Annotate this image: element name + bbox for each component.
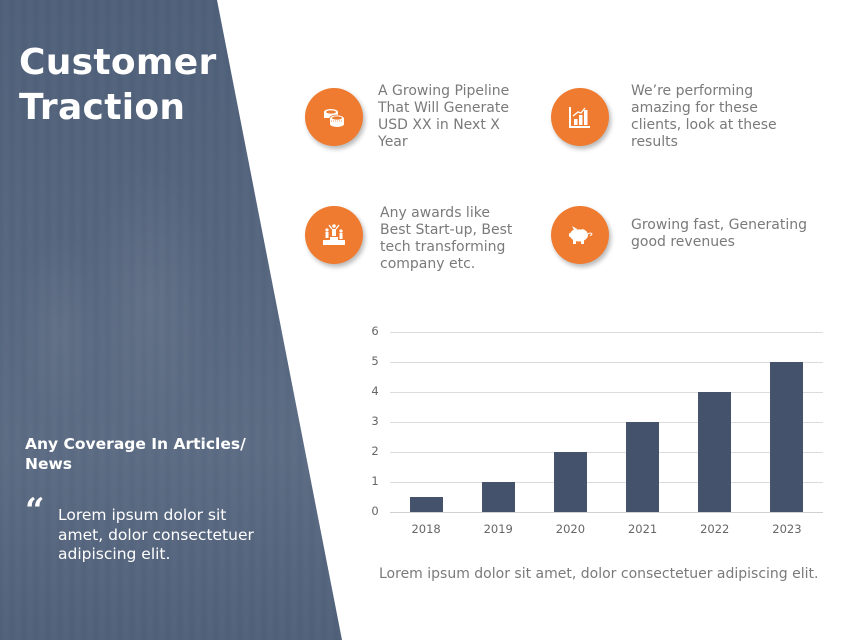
page-title: Customer Traction: [19, 42, 217, 128]
coverage-heading: Any Coverage In Articles/ News: [25, 435, 246, 473]
coins-icon: [324, 109, 345, 127]
feature-growth-text: Growing fast, Generating good revenues: [631, 217, 808, 250]
x-tick-2020: 2020: [555, 522, 586, 536]
y-tick-1: 1: [371, 474, 379, 488]
bar-2020: [553, 452, 587, 512]
gridline-2: [390, 452, 823, 453]
gridline-3: [390, 422, 823, 423]
bar-2018: [409, 497, 443, 512]
chart-caption: Lorem ipsum dolor sit amet, dolor consec…: [379, 566, 819, 582]
feature-performance-text: We’re performing amazing for these clien…: [631, 83, 777, 150]
bar-2021: [626, 422, 660, 512]
coins-icon-circle: [305, 88, 363, 146]
bar-2022: [698, 392, 732, 512]
gridline-4: [390, 392, 823, 393]
podium-icon-circle: [305, 206, 363, 264]
x-tick-2019: 2019: [483, 522, 513, 536]
feature-awards-text: Any awards like Best Start-up, Best tech…: [380, 205, 513, 272]
quote-icon: “: [25, 491, 45, 531]
feature-pipeline-text: A Growing Pipeline That Will Generate US…: [378, 83, 510, 150]
gridline-1: [390, 482, 823, 483]
gridline-5: [390, 362, 823, 363]
y-tick-4: 4: [371, 384, 379, 398]
bar-2023: [770, 362, 804, 512]
x-tick-2023: 2023: [772, 522, 802, 536]
piggy-bank-icon: [569, 226, 593, 244]
y-tick-2: 2: [371, 444, 379, 458]
gridline-6: [390, 332, 823, 333]
x-tick-2021: 2021: [627, 522, 658, 536]
podium-winners-icon: [323, 224, 345, 245]
y-tick-0: 0: [371, 504, 379, 518]
coverage-quote-text: Lorem ipsum dolor sit amet, dolor consec…: [58, 506, 254, 563]
x-tick-2018: 2018: [411, 522, 441, 536]
bar-2019: [481, 482, 515, 512]
piggy-bank-icon-circle: [551, 206, 609, 264]
y-tick-3: 3: [371, 414, 379, 428]
y-tick-5: 5: [371, 354, 379, 368]
bar-chart-growth-icon: [569, 107, 590, 128]
y-tick-6: 6: [371, 324, 379, 338]
revenue-bar-chart: 6 5 4 3 2 1 0 2018 2019 2020 2021 2022 2023: [360, 320, 840, 550]
x-tick-2022: 2022: [700, 522, 730, 536]
bar-chart-icon-circle: [551, 88, 609, 146]
x-axis-baseline: [390, 512, 823, 513]
